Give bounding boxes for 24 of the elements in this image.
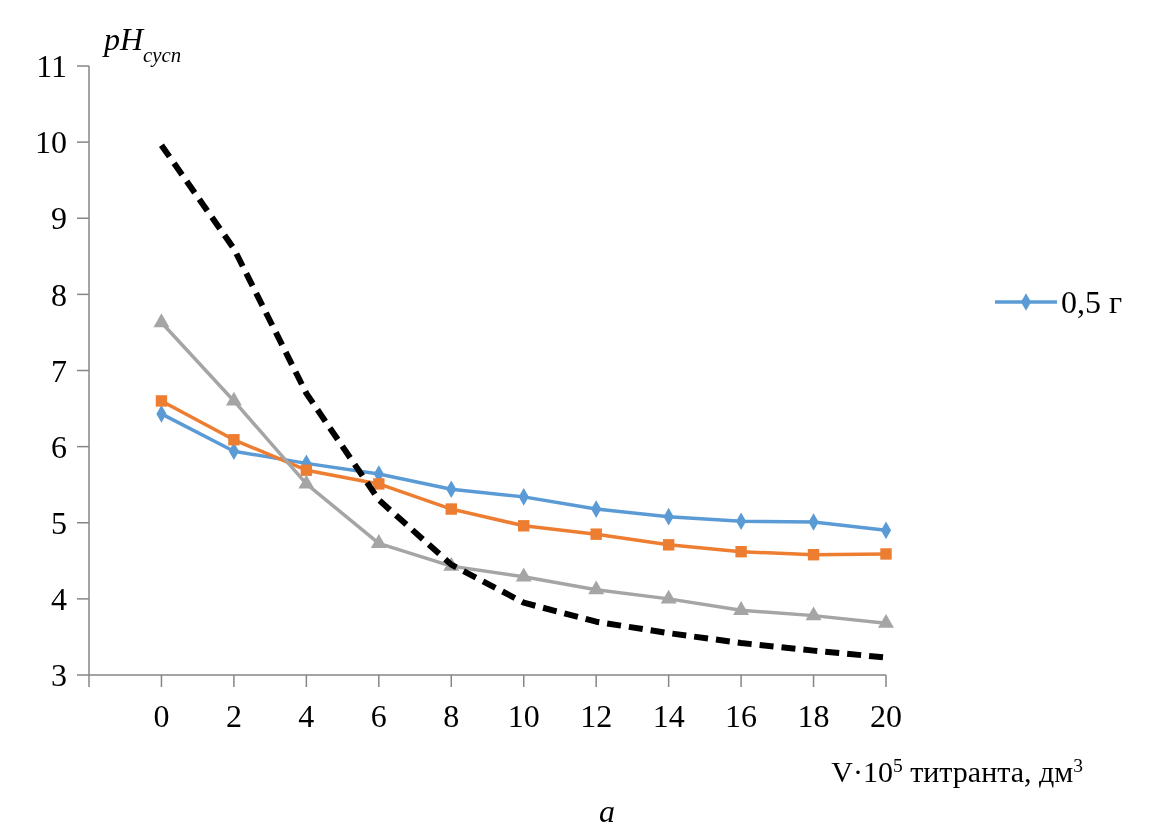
y-axis-title: pH$_{сусп}$ — [102, 21, 182, 67]
y-tick-label: 9 — [51, 200, 67, 237]
x-tick-label: 20 — [870, 698, 902, 734]
y-tick-label: 10 — [35, 124, 67, 161]
x-axis-title: V·10$^{5}$ титранта, дм$^{3}$ — [831, 754, 1083, 788]
y-tick-label: 6 — [51, 428, 67, 465]
x-tick-label: 2 — [225, 698, 242, 734]
x-tick-label: 12 — [580, 698, 613, 734]
y-tick-label: 5 — [51, 504, 67, 541]
x-tick-label: 8 — [443, 698, 460, 734]
x-tick-label: 14 — [652, 698, 685, 734]
legend-label: 0,5 г — [1061, 284, 1123, 321]
x-tick-label: 16 — [725, 698, 758, 734]
x-tick-label: 6 — [370, 698, 387, 734]
y-tick-label: 8 — [51, 276, 67, 313]
y-tick-label: 3 — [51, 657, 67, 694]
y-tick-label: 7 — [51, 352, 67, 389]
y-tick-label: 4 — [51, 581, 67, 618]
x-tick-label: 18 — [797, 698, 830, 734]
x-tick-label: 0 — [153, 698, 170, 734]
text: а — [599, 793, 615, 829]
y-tick-label: 11 — [36, 48, 67, 85]
x-tick-label: 10 — [507, 698, 540, 734]
x-tick-label: 4 — [298, 698, 315, 734]
